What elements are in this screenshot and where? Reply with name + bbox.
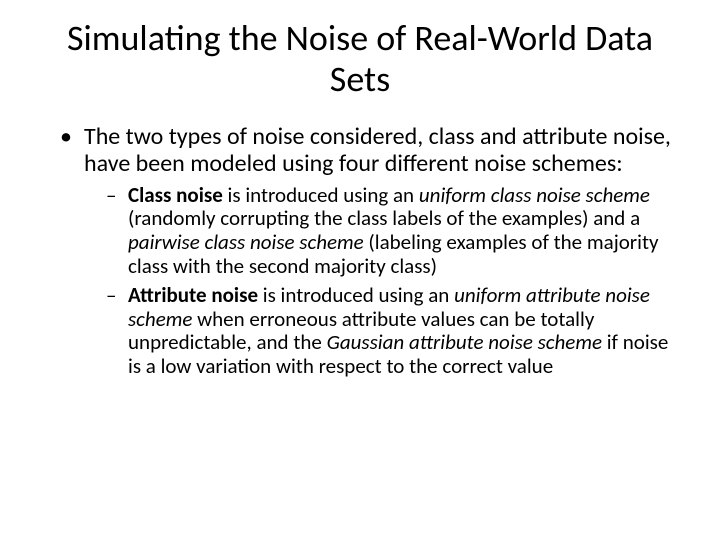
list-item: Attribute noise is introduced using an u…	[104, 284, 672, 378]
list-item: The two types of noise considered, class…	[56, 123, 672, 378]
text-fragment: is introduced using an	[258, 282, 454, 308]
attribute-noise-label: Attribute noise	[128, 282, 258, 308]
bullet-list-level1: The two types of noise considered, class…	[48, 123, 672, 378]
uniform-class-scheme: uniform class noise scheme	[419, 182, 650, 208]
slide-title: Simulating the Noise of Real-World Data …	[48, 18, 672, 101]
bullet-list-level2: Class noise is introduced using an unifo…	[84, 184, 672, 378]
pairwise-class-scheme: pairwise class noise scheme	[128, 229, 364, 255]
class-noise-label: Class noise	[128, 182, 223, 208]
gaussian-attribute-scheme: Gaussian attribute noise scheme	[327, 329, 602, 355]
text-fragment: is introduced using an	[223, 182, 419, 208]
slide: Simulating the Noise of Real-World Data …	[0, 0, 720, 540]
intro-text: The two types of noise considered, class…	[84, 122, 671, 179]
list-item: Class noise is introduced using an unifo…	[104, 184, 672, 278]
text-fragment: (randomly corrupting the class labels of…	[128, 205, 640, 231]
